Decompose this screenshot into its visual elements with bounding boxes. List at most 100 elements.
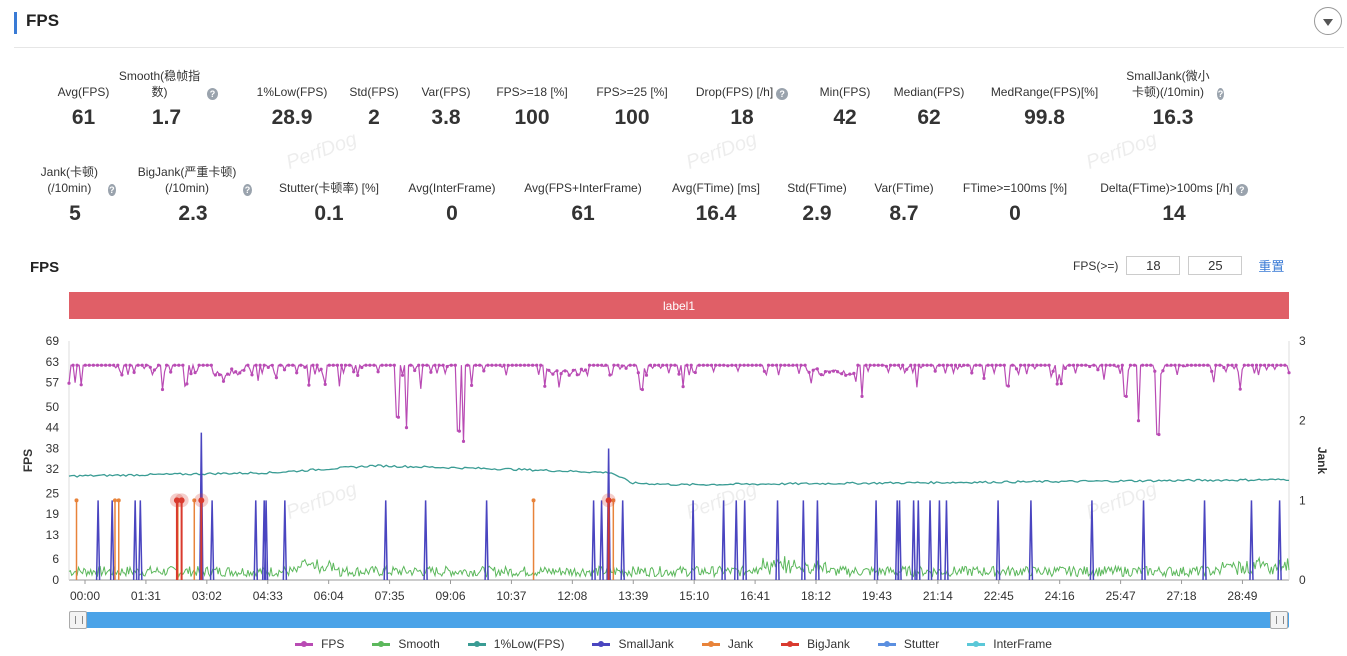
y-tick-label-left: 44 xyxy=(46,421,60,435)
metric-value: 16.3 xyxy=(1152,106,1194,129)
series-fps-point xyxy=(262,363,266,367)
help-icon[interactable]: ? xyxy=(1235,184,1248,196)
series-fps-point xyxy=(856,363,860,367)
metric-value: 100 xyxy=(614,106,650,129)
help-icon[interactable]: ? xyxy=(207,88,218,100)
series-fps-point xyxy=(392,363,396,367)
metric-label-text: MedRange(FPS)[%] xyxy=(990,85,1099,99)
series-fps-point xyxy=(400,373,405,377)
fps-chart[interactable]: 0 6 13 19 25 32 38 44 50 57 63 69 0 1 2 3 00:00 01:31 03:0… xyxy=(0,330,1347,605)
series-fps-point xyxy=(921,363,925,367)
series-fps-point xyxy=(319,367,323,371)
legend-swatch xyxy=(967,640,986,647)
legend-item[interactable]: Smooth xyxy=(372,636,440,652)
series-fps-point xyxy=(384,363,388,367)
series-fps-point xyxy=(238,371,242,375)
metric-label-text: Avg(FTime) [ms] xyxy=(671,181,760,195)
series-fps-point xyxy=(526,363,531,367)
y-tick-label-left: 6 xyxy=(52,552,59,566)
series-fps-point xyxy=(413,368,417,373)
series-fps-point xyxy=(555,369,559,373)
series-fps-point xyxy=(718,363,722,367)
metric-label-text: Avg(FPS) xyxy=(57,85,110,99)
series-fps-point xyxy=(160,387,165,392)
help-icon[interactable]: ? xyxy=(1216,88,1224,100)
series-fps-point xyxy=(636,371,640,375)
series-fps-point xyxy=(897,363,901,367)
series-fps-point xyxy=(807,370,811,374)
series-fps-point xyxy=(888,363,893,367)
series-smalljank-spike xyxy=(209,500,215,581)
series-fps-point xyxy=(1258,363,1263,367)
x-tick-label: 24:16 xyxy=(1045,589,1075,603)
series-fps-point xyxy=(177,363,181,367)
series-smalljank-spike xyxy=(95,500,101,581)
legend-item[interactable]: BigJank xyxy=(781,636,850,652)
x-tick-label: 01:31 xyxy=(131,589,161,603)
series-fps-point xyxy=(270,363,274,367)
metric-label-text: Median(FPS) xyxy=(893,85,965,99)
series-smalljank-spike xyxy=(1028,500,1034,581)
series-fps-point xyxy=(335,363,339,367)
series-fps-point xyxy=(1112,363,1116,367)
series-fps-point xyxy=(287,363,291,367)
series-fps-point xyxy=(1230,363,1234,367)
series-fps-point xyxy=(303,365,307,369)
series-fps-point xyxy=(1039,363,1043,367)
x-tick-label: 13:39 xyxy=(618,589,648,603)
legend-item[interactable]: Stutter xyxy=(877,636,939,652)
series-fps-point xyxy=(453,363,457,367)
slider-handle-left[interactable] xyxy=(69,611,87,629)
reset-link[interactable]: 重置 xyxy=(1258,259,1285,274)
metric-value: 61 xyxy=(571,202,595,225)
collapse-button[interactable] xyxy=(1314,7,1342,35)
series-fps-point xyxy=(185,382,189,386)
legend-label: FPS xyxy=(321,637,345,651)
legend-item[interactable]: 1%Low(FPS) xyxy=(467,636,564,652)
x-tick-label: 04:33 xyxy=(253,589,283,603)
series-fps-point xyxy=(380,363,384,367)
series-fps-point xyxy=(518,363,523,367)
metric-label-text: Std(FTime) xyxy=(787,181,847,195)
metric-label: FTime>=100ms [%] xyxy=(956,162,1074,196)
series-fps-point xyxy=(87,363,91,367)
help-icon[interactable]: ? xyxy=(776,88,789,100)
series-fps-point xyxy=(128,363,132,367)
series-fps-point xyxy=(165,363,169,367)
legend-item[interactable]: SmallJank xyxy=(592,636,674,652)
series-fps-point xyxy=(75,363,79,367)
series-fps-point xyxy=(1104,363,1108,367)
series-fps-point xyxy=(1145,363,1149,367)
threshold-input-1[interactable] xyxy=(1126,256,1181,275)
legend-item[interactable]: InterFrame xyxy=(967,636,1052,652)
series-fps-line xyxy=(68,362,1290,442)
series-fps-point xyxy=(364,363,368,367)
series-fps-point xyxy=(1023,363,1027,367)
series-fps-point xyxy=(657,363,661,367)
series-fps-point xyxy=(1035,363,1039,367)
metric-label: Jank(卡顿)(/10min)? xyxy=(34,162,116,196)
threshold-input-2[interactable] xyxy=(1188,256,1243,275)
slider-handle-right[interactable] xyxy=(1270,611,1288,629)
metric-label-text: BigJank(严重卡顿)(/10min) xyxy=(137,165,237,195)
series-smalljank-spike xyxy=(383,500,388,581)
series-fps-point xyxy=(661,363,665,367)
series-fps-point xyxy=(388,363,392,367)
series-fps-point xyxy=(612,363,616,367)
series-fps-point xyxy=(1047,363,1051,367)
series-fps-point xyxy=(815,367,819,371)
series-fps-point xyxy=(734,363,738,367)
metric-metrics_row2-1: BigJank(严重卡顿)(/10min)? 2.3 xyxy=(134,162,252,226)
time-range-slider[interactable] xyxy=(69,612,1289,628)
series-fps-point xyxy=(811,368,815,372)
help-icon[interactable]: ? xyxy=(107,184,116,196)
label-band[interactable]: label1 xyxy=(69,292,1289,319)
series-fps-point xyxy=(1234,363,1238,367)
series-fps-point xyxy=(1287,371,1291,375)
legend-item[interactable]: Jank xyxy=(701,636,753,652)
legend-item[interactable]: FPS xyxy=(295,636,344,652)
series-fps-point xyxy=(1279,363,1283,367)
help-icon[interactable]: ? xyxy=(243,184,252,196)
y-tick-label-left: 63 xyxy=(46,355,60,369)
series-fps-point xyxy=(299,363,303,367)
